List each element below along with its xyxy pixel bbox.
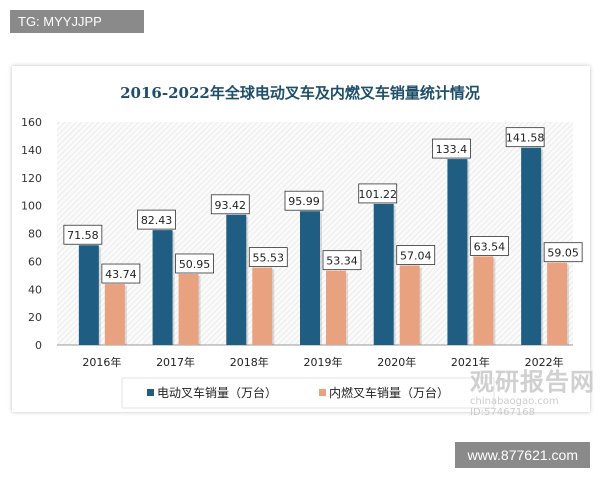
logo-watermark: 观研报告网: [470, 368, 595, 396]
data-label: 141.58: [506, 132, 545, 145]
x-tick-label: 2020年: [377, 355, 416, 369]
y-tick-label: 20: [28, 311, 42, 324]
x-tick-label: 2018年: [230, 355, 269, 369]
legend-label: 电动叉车销量（万台）: [157, 385, 277, 400]
data-label: 95.99: [288, 195, 320, 208]
y-tick-label: 40: [28, 283, 42, 296]
data-label: 63.54: [474, 240, 506, 253]
bar-electric: [447, 159, 468, 345]
legend-swatch: [147, 389, 154, 396]
bar-combustion: [252, 267, 273, 345]
y-tick-label: 160: [21, 116, 42, 129]
y-tick-label: 80: [28, 228, 42, 241]
data-label-box: [322, 250, 362, 271]
x-tick-label: 2022年: [525, 355, 564, 369]
data-label-box: [63, 224, 103, 245]
data-label-box: [210, 194, 250, 215]
bar-combustion: [104, 284, 125, 345]
bar-combustion: [547, 262, 568, 345]
data-label-box: [101, 263, 141, 284]
data-label-box: [543, 242, 583, 263]
data-label: 133.4: [436, 143, 468, 156]
data-label-box: [432, 138, 471, 159]
legend-label: 内燃叉车销量（万台）: [329, 385, 449, 400]
bar-combustion: [178, 273, 199, 345]
data-label-box: [505, 127, 545, 148]
y-tick-label: 100: [21, 200, 42, 213]
data-label-box: [358, 183, 398, 204]
bar-electric: [300, 211, 320, 345]
legend: [121, 377, 495, 409]
x-tick-label: 2017年: [156, 355, 195, 369]
y-tick-label: 60: [28, 255, 42, 268]
data-label: 71.58: [67, 229, 99, 242]
data-label: 50.95: [179, 258, 211, 271]
logo-watermark-sub: chinabaogao.com ID:57467168: [470, 396, 559, 418]
data-label-box: [284, 190, 324, 211]
x-tick-label: 2019年: [304, 355, 343, 369]
data-label: 43.74: [105, 268, 137, 281]
watermark-bottom-right: www.877621.com: [455, 442, 590, 468]
watermark-top-left: TG: MYYJJPP: [10, 10, 144, 33]
chart-title: 2016-2022年全球电动叉车及内燃叉车销量统计情况: [120, 84, 480, 102]
data-label: 55.53: [253, 252, 285, 265]
data-label: 93.42: [215, 199, 247, 212]
data-label: 59.05: [547, 247, 579, 260]
y-tick-label: 120: [21, 172, 42, 185]
legend-swatch: [319, 389, 326, 396]
x-tick-label: 2016年: [82, 355, 121, 369]
bar-electric: [373, 203, 394, 345]
bar-electric: [226, 214, 247, 345]
data-label-box: [470, 236, 509, 256]
bar-combustion: [326, 270, 346, 345]
y-tick-label: 0: [35, 339, 42, 352]
data-label: 53.34: [326, 255, 358, 268]
bar-combustion: [473, 256, 494, 345]
bar-combustion: [399, 265, 420, 345]
bar-electric: [521, 147, 542, 345]
x-tick-label: 2021年: [451, 355, 490, 369]
bar-electric: [152, 230, 173, 345]
data-label-box: [248, 247, 288, 268]
data-label: 101.22: [358, 188, 397, 201]
bar-electric: [78, 245, 99, 345]
data-label: 57.04: [400, 250, 432, 263]
data-label-box: [175, 253, 214, 274]
data-label: 82.43: [141, 214, 173, 227]
y-tick-label: 140: [21, 144, 42, 157]
data-label-box: [137, 209, 176, 230]
data-label-box: [396, 245, 436, 265]
